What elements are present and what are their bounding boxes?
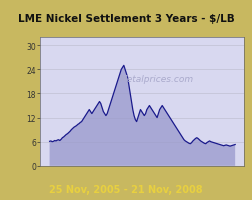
Text: Metalprices.com: Metalprices.com	[120, 74, 194, 83]
Text: LME Nickel Settlement 3 Years - $/LB: LME Nickel Settlement 3 Years - $/LB	[18, 14, 234, 24]
Text: 25 Nov, 2005 - 21 Nov, 2008: 25 Nov, 2005 - 21 Nov, 2008	[49, 184, 203, 194]
